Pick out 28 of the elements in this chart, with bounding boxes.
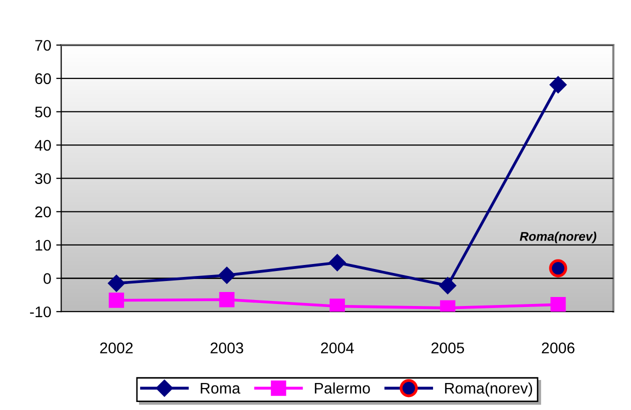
y-tick-label: 30: [35, 173, 51, 184]
y-tick-label: -10: [30, 306, 51, 318]
x-tick-label: 2003: [210, 342, 244, 354]
point: [550, 296, 566, 312]
x-tick-label: 2005: [431, 342, 464, 354]
point: [330, 298, 345, 312]
y-tick-label: 50: [35, 106, 51, 118]
legend-label: Roma: [200, 383, 240, 394]
point: [219, 292, 234, 308]
x-tick-label: 2004: [321, 342, 354, 354]
point: [550, 76, 567, 94]
y-tick-label: 70: [35, 40, 51, 51]
y-tick-label: 60: [35, 73, 51, 84]
y-tick-label: 40: [34, 140, 51, 151]
annotation: Roma(norev): [520, 232, 596, 244]
point: [549, 259, 568, 278]
y-tick-label: 0: [44, 273, 51, 284]
point: [328, 254, 346, 272]
point: [108, 292, 124, 308]
y-tick-label: 20: [35, 206, 51, 218]
x-tick-label: 2006: [542, 342, 574, 354]
point: [439, 277, 456, 294]
legend-label: Roma(norev): [445, 382, 532, 397]
point: [108, 274, 125, 292]
x-tick-label: 2002: [100, 342, 133, 354]
legend-label: Palermo: [314, 382, 370, 394]
point: [218, 266, 236, 284]
y-tick-label: 10: [36, 240, 51, 251]
